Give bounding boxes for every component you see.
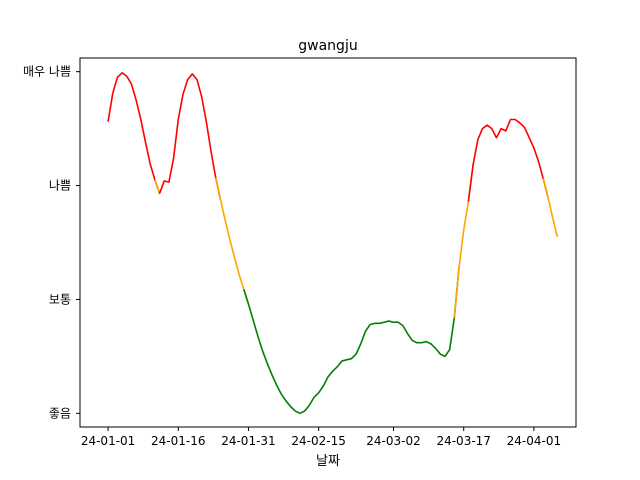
x-axis-title: 날짜 [316, 454, 340, 469]
y-tick-label: 나쁨 [49, 179, 71, 193]
x-tick-label: 24-03-02 [366, 434, 420, 448]
y-tick-label: 좋음 [49, 406, 71, 420]
x-tick-label: 24-01-01 [81, 434, 135, 448]
x-tick-label: 24-02-15 [291, 434, 345, 448]
y-tick-label: 보통 [49, 292, 71, 306]
series-segment-6-bad [467, 118, 549, 202]
series-segment-0-bad [107, 72, 161, 194]
x-tick-label: 24-01-31 [221, 434, 275, 448]
x-tick-label: 24-03-17 [436, 434, 490, 448]
x-tick-label: 24-01-16 [151, 434, 205, 448]
plot-frame [79, 57, 577, 428]
series-segment-3-moderate [214, 177, 250, 305]
chart-title: gwangju [298, 38, 357, 54]
series-segment-7-moderate [542, 178, 559, 237]
series-segment-2-bad [158, 73, 222, 200]
y-tick-label: 매우 나쁨 [23, 65, 71, 79]
series-segment-4-good [243, 267, 460, 415]
x-tick-label: 24-04-01 [507, 434, 561, 448]
tick-layer: 24-01-01 24-01-16 24-01-31 24-02-15 24-03-02… [23, 65, 561, 448]
series-layer [107, 72, 559, 415]
